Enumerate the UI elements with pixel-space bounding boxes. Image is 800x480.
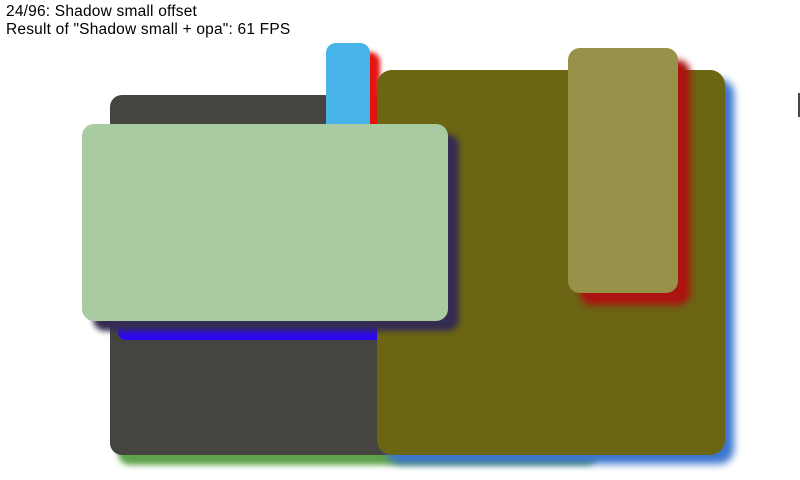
benchmark-header: 24/96: Shadow small offset Result of "Sh… — [6, 3, 290, 39]
sage-green-rounded-rect — [82, 124, 448, 321]
offscreen-rect-sliver — [798, 93, 800, 117]
tan-rounded-rect — [568, 48, 678, 293]
benchmark-result-label: Result of "Shadow small + opa": 61 FPS — [6, 21, 291, 38]
benchmark-progress-label: 24/96: Shadow small offset — [6, 3, 198, 20]
